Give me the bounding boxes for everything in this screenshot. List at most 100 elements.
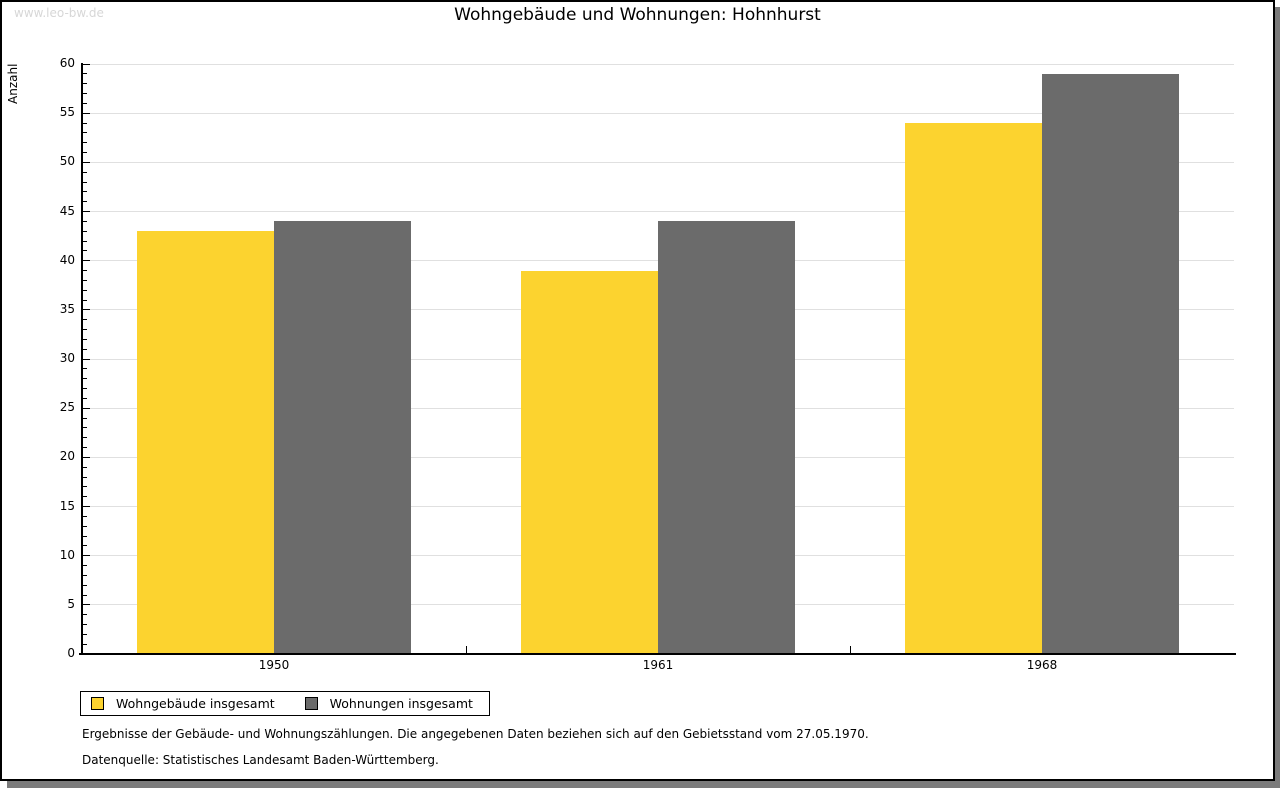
x-group-boundary-tick [466, 646, 467, 653]
y-major-tick [83, 161, 90, 163]
y-major-tick [83, 309, 90, 311]
y-major-tick [83, 358, 90, 360]
y-tick-label: 25 [59, 400, 75, 415]
y-minor-tick [83, 584, 87, 586]
y-tick-label: 35 [59, 301, 75, 316]
y-minor-tick [83, 427, 87, 429]
y-tick-label: 60 [59, 56, 75, 70]
bar-wohnungen-1968 [1042, 73, 1179, 654]
y-major-tick [83, 604, 90, 606]
y-minor-tick [83, 299, 87, 301]
y-major-tick [83, 506, 90, 507]
y-minor-tick [83, 574, 87, 576]
watermark: www.leo-bw.de [14, 6, 104, 20]
y-tick-label: 50 [59, 154, 75, 169]
y-minor-tick [83, 535, 87, 537]
bar-wohnungen-1961 [658, 221, 795, 654]
y-minor-tick [83, 250, 87, 252]
y-tick-label: 0 [67, 646, 75, 660]
y-minor-tick [83, 388, 87, 389]
chart-title: Wohngebäude und Wohnungen: Hohnhurst [454, 5, 821, 25]
y-minor-tick [83, 289, 87, 291]
legend-swatch-gray [304, 697, 318, 710]
y-minor-tick [83, 476, 87, 478]
y-major-tick [83, 211, 90, 212]
y-minor-tick [83, 102, 87, 104]
footnote-datenquelle: Datenquelle: Statistisches Landesamt Bad… [82, 753, 439, 767]
y-minor-tick [83, 122, 87, 124]
y-minor-tick [83, 279, 87, 281]
y-minor-tick [83, 171, 87, 173]
y-minor-tick [83, 614, 87, 616]
legend-label: Wohnungen insgesamt [329, 696, 473, 711]
y-minor-tick [83, 594, 87, 596]
y-minor-tick [83, 545, 87, 547]
y-tick-label: 5 [67, 596, 75, 611]
y-minor-tick [83, 378, 87, 380]
y-minor-tick [83, 93, 87, 94]
footnote-gebietsstand: Ergebnisse der Gebäude- und Wohnungszähl… [82, 727, 869, 741]
x-tick-label: 1950 [258, 658, 290, 672]
y-axis-title: Anzahl [6, 63, 20, 104]
y-minor-tick [83, 397, 87, 399]
y-major-tick [83, 555, 90, 557]
y-minor-tick [83, 466, 87, 468]
y-minor-tick [83, 201, 87, 203]
x-tick-label: 1961 [642, 658, 674, 672]
bar-wohnungen-1950 [274, 221, 411, 654]
y-tick-label: 15 [59, 498, 75, 513]
y-minor-tick [83, 270, 87, 271]
y-tick-label: 45 [59, 203, 75, 218]
y-major-tick [83, 456, 90, 458]
y-minor-tick [83, 73, 87, 75]
y-minor-tick [83, 486, 87, 488]
x-group-boundary-tick [850, 646, 851, 653]
y-minor-tick [83, 348, 87, 350]
y-minor-tick [83, 437, 87, 439]
y-minor-tick [83, 633, 87, 635]
gridline [83, 161, 1234, 163]
y-tick-label: 10 [59, 547, 75, 562]
legend: Wohngebäude insgesamt Wohnungen insgesam… [80, 691, 490, 716]
y-major-tick [83, 407, 90, 409]
y-major-tick [83, 112, 90, 114]
y-minor-tick [83, 181, 87, 183]
y-minor-tick [83, 319, 87, 321]
y-minor-tick [83, 417, 87, 419]
y-tick-label: 40 [59, 252, 75, 267]
y-minor-tick [83, 220, 87, 222]
y-major-tick [83, 63, 90, 65]
legend-label: Wohngebäude insgesamt [116, 696, 275, 711]
bar-wohngebaeude-1968 [905, 123, 1042, 654]
x-axis-line [79, 653, 1236, 655]
bar-wohngebaeude-1961 [521, 270, 658, 654]
y-tick-label: 55 [59, 105, 75, 120]
y-minor-tick [83, 142, 87, 144]
legend-swatch-yellow [91, 697, 104, 710]
y-minor-tick [83, 191, 87, 193]
legend-item-wohngebaeude: Wohngebäude insgesamt [91, 696, 275, 711]
y-tick-label: 30 [59, 351, 75, 365]
y-minor-tick [83, 565, 87, 566]
y-minor-tick [83, 338, 87, 340]
legend-item-wohnungen: Wohnungen insgesamt [304, 696, 473, 711]
y-tick-label: 20 [59, 449, 75, 464]
y-minor-tick [83, 624, 87, 625]
bar-wohngebaeude-1950 [137, 231, 274, 654]
y-minor-tick [83, 496, 87, 498]
y-minor-tick [83, 643, 87, 645]
y-minor-tick [83, 525, 87, 527]
y-minor-tick [83, 132, 87, 134]
y-axis-line [81, 63, 83, 655]
y-minor-tick [83, 368, 87, 370]
y-minor-tick [83, 447, 87, 448]
y-minor-tick [83, 515, 87, 517]
gridline [83, 63, 1234, 65]
y-major-tick [83, 260, 90, 262]
y-minor-tick [83, 83, 87, 85]
y-minor-tick [83, 152, 87, 153]
gridline [83, 112, 1234, 114]
y-minor-tick [83, 240, 87, 242]
y-minor-tick [83, 329, 87, 330]
